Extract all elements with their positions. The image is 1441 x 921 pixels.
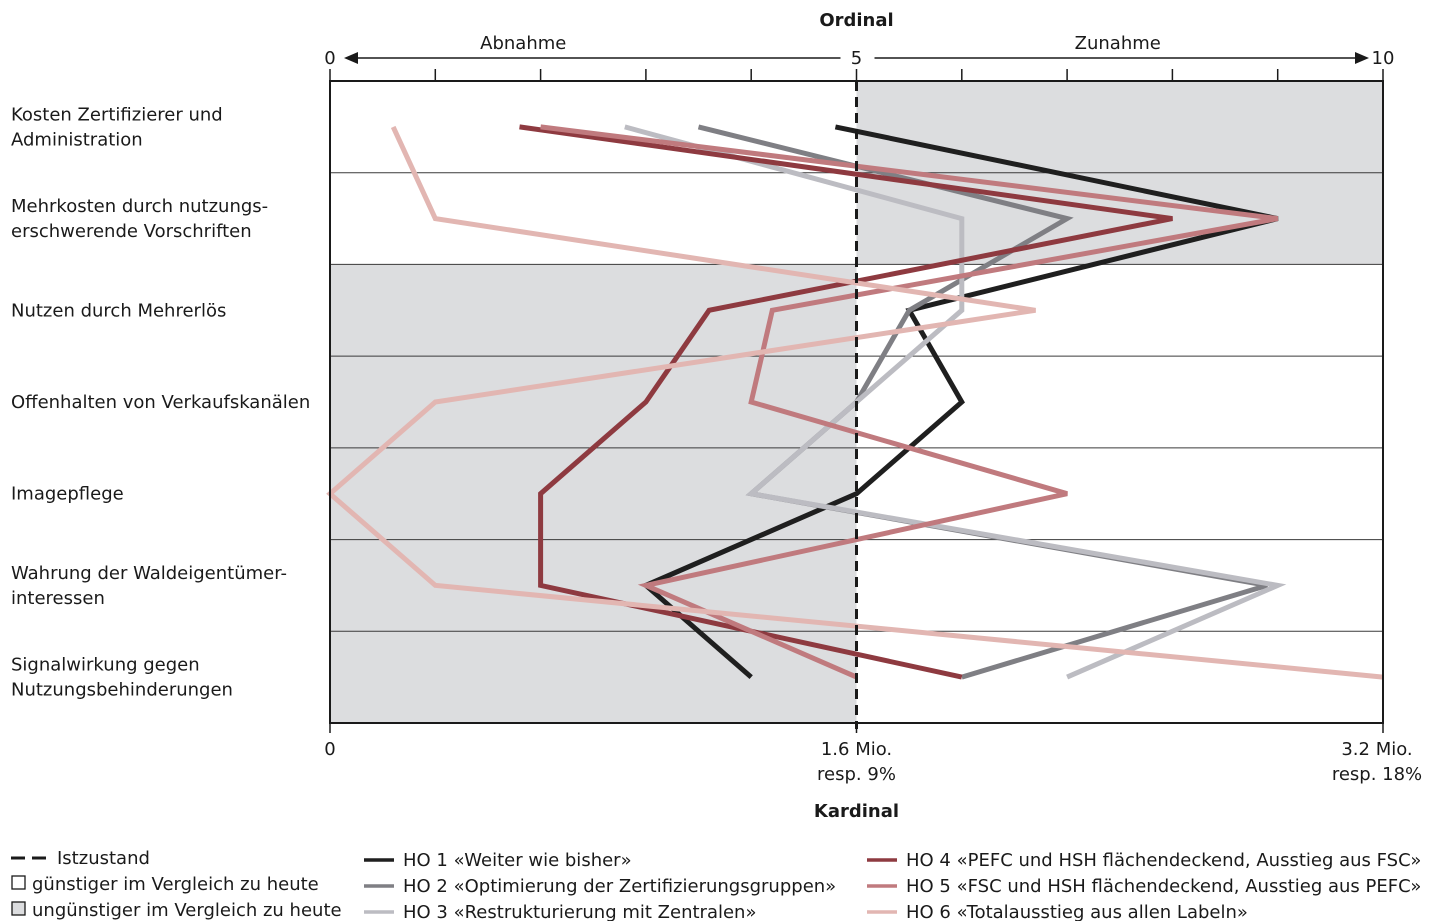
category-label-line: Administration <box>11 129 143 150</box>
increase-label: Zunahme <box>1075 33 1161 54</box>
category-label: Nutzen durch Mehrerlös <box>11 300 226 321</box>
category-label-line: Kosten Zertifizierer und <box>11 104 223 125</box>
legend-label-ho4: HO 4 «PEFC und HSH flächendeckend, Ausst… <box>906 850 1421 871</box>
category-label-line: Nutzen durch Mehrerlös <box>11 300 226 321</box>
bottom-axis-title: Kardinal <box>814 801 899 822</box>
legend-label-ho2: HO 2 «Optimierung der Zertifizierungsgru… <box>403 876 836 897</box>
legend-favorable: günstiger im Vergleich zu heute <box>32 874 319 895</box>
unfavorable-cell-0 <box>856 81 1383 173</box>
unfavorable-cell-6 <box>330 631 857 723</box>
legend-unfavorable: ungünstiger im Vergleich zu heute <box>32 900 342 921</box>
category-label: Kosten Zertifizierer und Administration <box>11 104 223 150</box>
bottom-axis-tick-max: 3.2 Mio. <box>1341 739 1412 760</box>
legend-series-entries: HO 1 «Weiter wie bisher» HO 2 «Optimierun… <box>364 850 1421 921</box>
bottom-axis-tick-mid-sub: resp. 9% <box>817 764 896 785</box>
top-axis-arrows <box>344 52 1369 64</box>
decrease-label: Abnahme <box>480 33 566 54</box>
category-label: Wahrung der Waldeigentümer-interessen <box>11 563 287 609</box>
series-line-ho4 <box>519 124 1173 680</box>
category-label-line: Mehrkosten durch nutzungs- <box>11 196 268 217</box>
bottom-axis-tick-max-sub: resp. 18% <box>1332 764 1422 785</box>
category-label-line: Imagepflege <box>11 484 124 505</box>
category-label-line: erschwerende Vorschriften <box>11 221 252 242</box>
decrease-arrowhead <box>344 52 358 64</box>
legend-label-ho5: HO 5 «FSC und HSH flächendeckend, Aussti… <box>906 876 1421 897</box>
legend: Istzustand günstiger im Vergleich zu heu… <box>11 848 1421 921</box>
top-axis-mid-label: 5 <box>851 48 862 69</box>
category-label-line: Wahrung der Waldeigentümer- <box>11 563 287 584</box>
category-label: Mehrkosten durch nutzungs-erschwerende V… <box>11 196 268 242</box>
top-axis-max-label: 10 <box>1372 48 1395 69</box>
category-label-line: Nutzungsbehinderungen <box>11 680 233 701</box>
top-axis-ticks <box>329 69 1384 81</box>
category-labels: Kosten Zertifizierer und Administration Me… <box>11 104 310 700</box>
unfavorable-cell-4 <box>330 447 857 540</box>
shading-layer <box>330 81 1383 723</box>
bottom-axis-tick-mid: 1.6 Mio. <box>821 739 892 760</box>
unfavorable-cell-2 <box>330 264 857 357</box>
bottom-axis-ticks <box>329 723 1384 733</box>
legend-label-ho3: HO 3 «Restrukturierung mit Zentralen» <box>403 902 756 921</box>
legend-favorable-swatch <box>11 875 26 890</box>
legend-label-ho6: HO 6 «Totalausstieg aus allen Labeln» <box>906 902 1248 921</box>
unfavorable-cell-3 <box>330 356 857 448</box>
category-label: Imagepflege <box>11 484 124 505</box>
category-label-line: Offenhalten von Verkaufskanälen <box>11 392 310 413</box>
series-line-ho5 <box>540 124 1279 680</box>
category-label-line: interessen <box>11 588 105 609</box>
series-line-ho6 <box>326 125 1384 680</box>
legend-label-ho1: HO 1 «Weiter wie bisher» <box>403 850 632 871</box>
increase-arrowhead <box>1355 52 1369 64</box>
category-label: Signalwirkung gegen Nutzungsbehinderungen <box>11 655 233 701</box>
top-axis-min-label: 0 <box>324 48 335 69</box>
category-label-line: Signalwirkung gegen <box>11 655 200 676</box>
legend-status-quo: Istzustand <box>57 848 150 869</box>
category-label: Offenhalten von Verkaufskanälen <box>11 392 310 413</box>
top-axis-title: Ordinal <box>819 10 893 31</box>
bottom-axis-tick-0: 0 <box>324 739 335 760</box>
legend-unfavorable-swatch <box>11 901 26 916</box>
